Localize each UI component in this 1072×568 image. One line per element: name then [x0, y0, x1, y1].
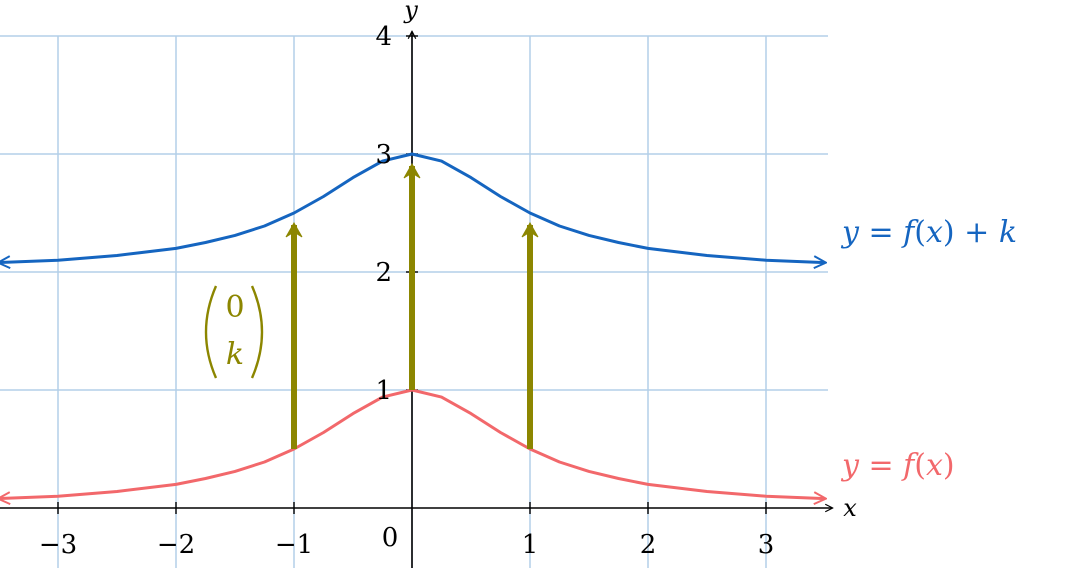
translation-vectors [285, 162, 539, 449]
axes [0, 32, 832, 568]
y-tick-label: 4 [375, 22, 392, 52]
left-paren [204, 285, 218, 379]
y-axis-label: y [403, 0, 418, 24]
x-tick-label: −2 [157, 530, 195, 560]
y-tick-label: 3 [375, 140, 392, 170]
x-tick-label: 2 [640, 530, 657, 560]
x-tick-label: 1 [522, 530, 539, 560]
labels: −3 −2 −1 1 2 3 1 2 3 4 0 x y 0 k y = f(x) y = f(x) + k [39, 0, 1017, 560]
series-line-fk [0, 152, 825, 263]
y-tick-label: 2 [375, 258, 392, 288]
right-paren [250, 285, 264, 379]
curve-label-f: y = f(x) [840, 448, 955, 483]
curve-label-fk: y = f(x) + k [840, 215, 1017, 250]
x-tick-label: −3 [39, 530, 77, 560]
vector-bottom-entry: k [226, 337, 244, 372]
origin-label: 0 [382, 523, 399, 553]
x-tick-label: 3 [758, 530, 775, 560]
x-tick-label: −1 [275, 530, 313, 560]
y-tick-label: 1 [375, 376, 392, 406]
vector-top-entry: 0 [225, 290, 244, 325]
x-axis-label: x [843, 494, 857, 522]
